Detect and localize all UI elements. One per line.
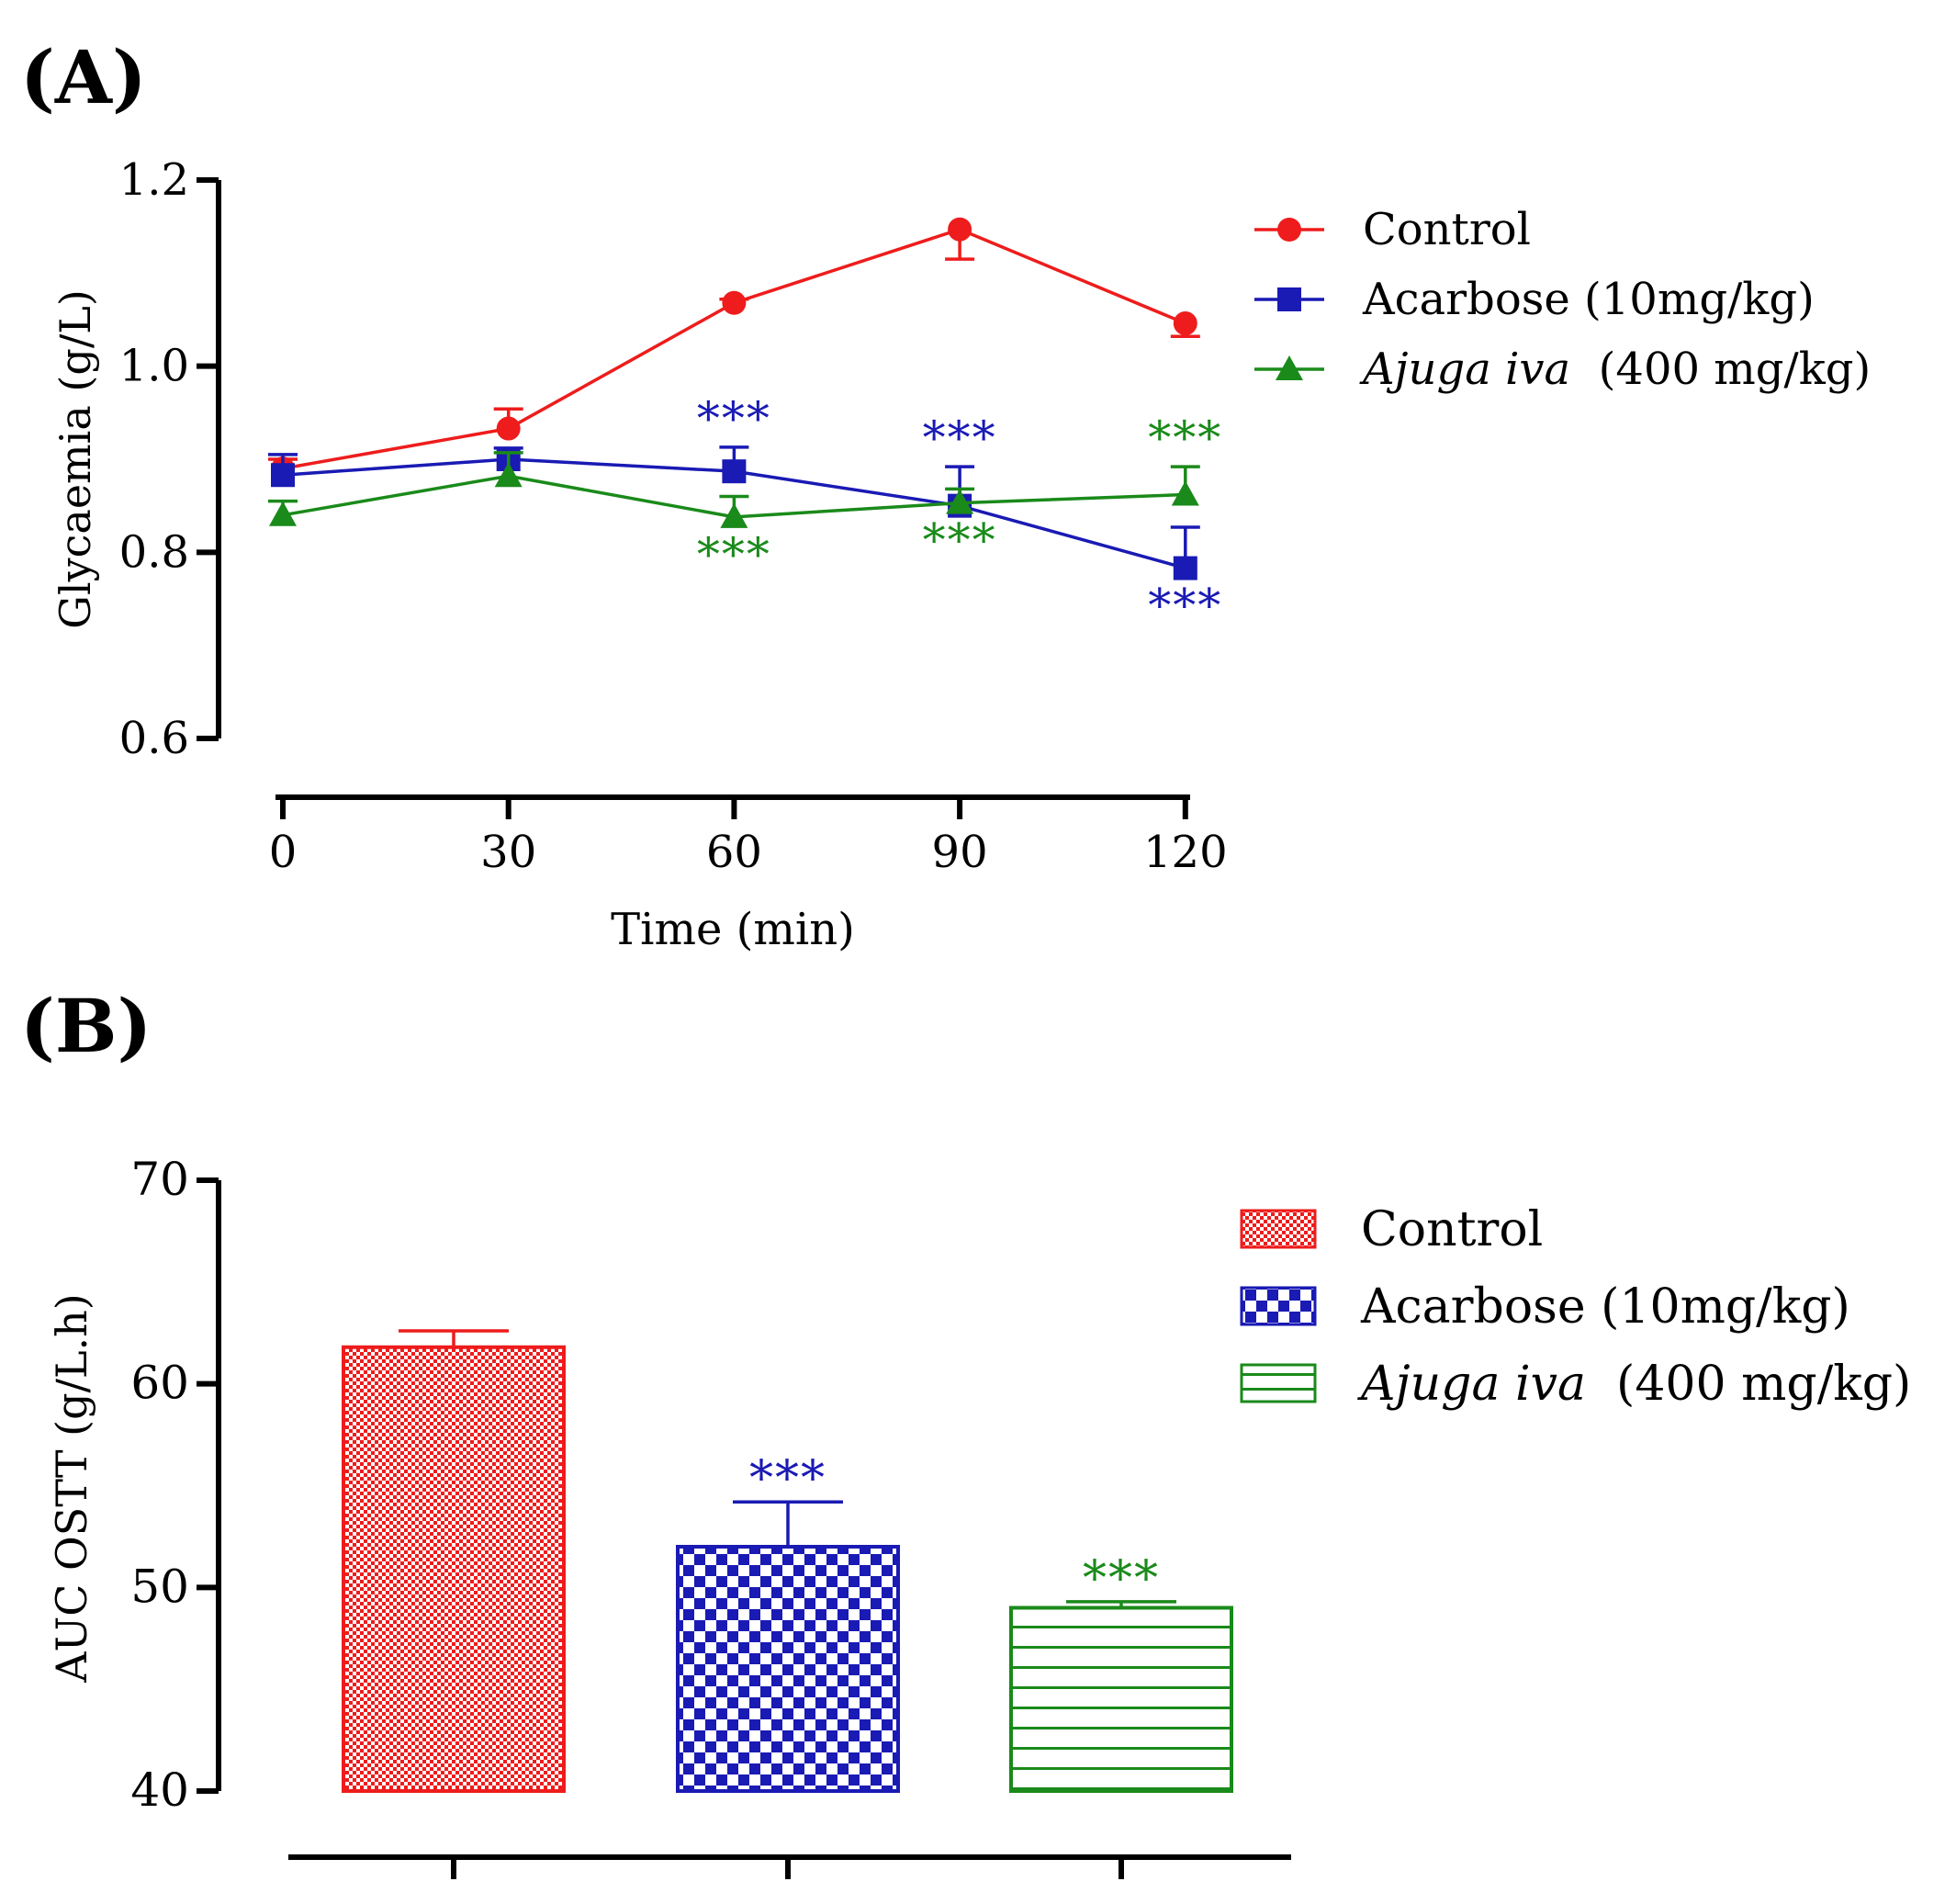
panel-a-y-axis-title: Glycaemia (g/L) <box>51 289 100 629</box>
panel-b-legend-item-ajuga: Ajuga iva (400 mg/kg) <box>1240 1357 1911 1412</box>
panel-b-bar-group-acarbose: *** <box>676 1451 900 1793</box>
panel-a-legend-text: Acarbose (10mg/kg) <box>1362 274 1815 325</box>
panel-a-point-control <box>722 290 747 315</box>
panel-b-bar-acarbose <box>676 1545 900 1793</box>
panel-b-y-axis-title: AUC OSTT (g/L.h) <box>47 1293 96 1684</box>
panel-b-legend-text: Control <box>1361 1202 1543 1257</box>
panel-a-point-ajuga <box>494 462 523 488</box>
panel-a-x-tick-label: 30 <box>480 827 536 878</box>
panel-a-legend-label: Control <box>1363 204 1531 255</box>
panel-a-point-ajuga <box>720 502 748 528</box>
panel-b-legend-label: Control <box>1361 1202 1543 1257</box>
panel-a-point-acarbose <box>722 459 747 484</box>
panel-a-y-tick-label: 1.0 <box>119 341 189 392</box>
panel-a-legend-marker-acarbose <box>1277 287 1301 311</box>
panel-b-significance-stars: *** <box>749 1451 826 1506</box>
panel-a-y-tick-label: 0.6 <box>119 713 189 764</box>
panel-b-legend-text-italic: Ajuga iva <box>1357 1357 1586 1412</box>
panel-a-point-acarbose <box>271 463 295 488</box>
panel-a-point-ajuga <box>269 501 297 526</box>
panel-a-legend-item-control: Control <box>1254 204 1531 255</box>
panel-b-legend-label: Ajuga iva (400 mg/kg) <box>1357 1357 1911 1412</box>
panel-a-series-ajuga <box>268 451 1200 528</box>
panel-a-point-control <box>1173 311 1197 336</box>
panel-a-significance-stars: *** <box>923 411 997 465</box>
panel-a-label: (A) <box>20 34 147 120</box>
panel-b-legend-text-rest: (400 mg/kg) <box>1586 1357 1911 1412</box>
panel-a-significance-stars: *** <box>1148 580 1222 633</box>
panel-b-legend-swatch-ajuga <box>1240 1363 1317 1403</box>
panel-a-x-tick-label: 90 <box>932 827 988 878</box>
panel-a-y-tick-label: 0.8 <box>119 526 189 578</box>
panel-b-bar-group-control <box>342 1329 566 1794</box>
panel-a-point-control <box>948 217 972 242</box>
panel-a-point-ajuga <box>1171 480 1199 506</box>
panel-b-y-tick-label: 60 <box>130 1357 189 1410</box>
panel-a-x-axis-title: Time (min) <box>611 904 855 955</box>
panel-b-y-tick-label: 50 <box>130 1560 189 1613</box>
panel-a-legend-text-italic: Ajuga iva <box>1359 344 1570 395</box>
panel-a-legend-item-ajuga: Ajuga iva (400 mg/kg) <box>1254 344 1871 395</box>
panel-a-legend-marker-control <box>1277 218 1301 242</box>
panel-a-x-tick-label: 0 <box>269 827 298 878</box>
panel-a-legend-text-rest: (400 mg/kg) <box>1570 344 1871 395</box>
panel-a-significance-stars: *** <box>1148 411 1222 465</box>
panel-b-legend-label: Acarbose (10mg/kg) <box>1360 1279 1850 1335</box>
panel-a-legend: Control Acarbose (10mg/kg) Ajuga iva (400 … <box>1254 204 1871 395</box>
panel-a-legend-label: Acarbose (10mg/kg) <box>1362 274 1815 325</box>
panel-a-significance-stars: *** <box>697 528 771 581</box>
panel-b-significance-stars: *** <box>1083 1551 1160 1606</box>
panel-b-legend-swatch-acarbose <box>1240 1286 1317 1326</box>
panel-b-legend-item-acarbose: Acarbose (10mg/kg) <box>1240 1279 1850 1335</box>
panel-a-significance-stars: *** <box>697 392 771 445</box>
panel-a-line-chart: 0.6 0.8 1.0 1.2 0 30 60 90 120 *** *** *** *** *** *… <box>51 154 1871 955</box>
panel-a-significance-stars: *** <box>923 514 997 568</box>
panel-b-legend: Control Acarbose (10mg/kg) Ajuga iva (400 … <box>1240 1202 1911 1412</box>
panel-b-y-tick-label: 70 <box>130 1153 189 1206</box>
panel-b-label: (B) <box>20 983 152 1069</box>
panel-b-legend-swatch-control <box>1240 1209 1317 1249</box>
panel-b-bar-chart: 40 50 60 70 *** *** AUC OSTT (g/L.h) Control… <box>47 1153 1911 1879</box>
panel-a-legend-label: Ajuga iva (400 mg/kg) <box>1359 344 1871 395</box>
panel-a-point-control <box>496 416 521 441</box>
panel-a-legend-item-acarbose: Acarbose (10mg/kg) <box>1254 274 1815 325</box>
panel-a-x-tick-label: 120 <box>1143 827 1228 878</box>
panel-b-y-tick-label: 40 <box>130 1763 189 1817</box>
panel-b-bar-control <box>342 1345 566 1794</box>
panel-a-legend-text: Control <box>1363 204 1531 255</box>
panel-a-point-ajuga <box>946 489 974 514</box>
panel-a-series-acarbose <box>268 445 1200 580</box>
panel-b-legend-text: Acarbose (10mg/kg) <box>1360 1279 1850 1335</box>
panel-a-point-acarbose <box>1173 556 1197 580</box>
panel-a-x-tick-label: 60 <box>706 827 762 878</box>
panel-b-legend-item-control: Control <box>1240 1202 1543 1257</box>
panel-a-legend-marker-ajuga <box>1276 355 1303 380</box>
panel-b-bar-group-ajuga: *** <box>1009 1551 1233 1793</box>
panel-a-y-tick-label: 1.2 <box>119 154 189 206</box>
panel-b-bar-ajuga <box>1009 1605 1233 1793</box>
